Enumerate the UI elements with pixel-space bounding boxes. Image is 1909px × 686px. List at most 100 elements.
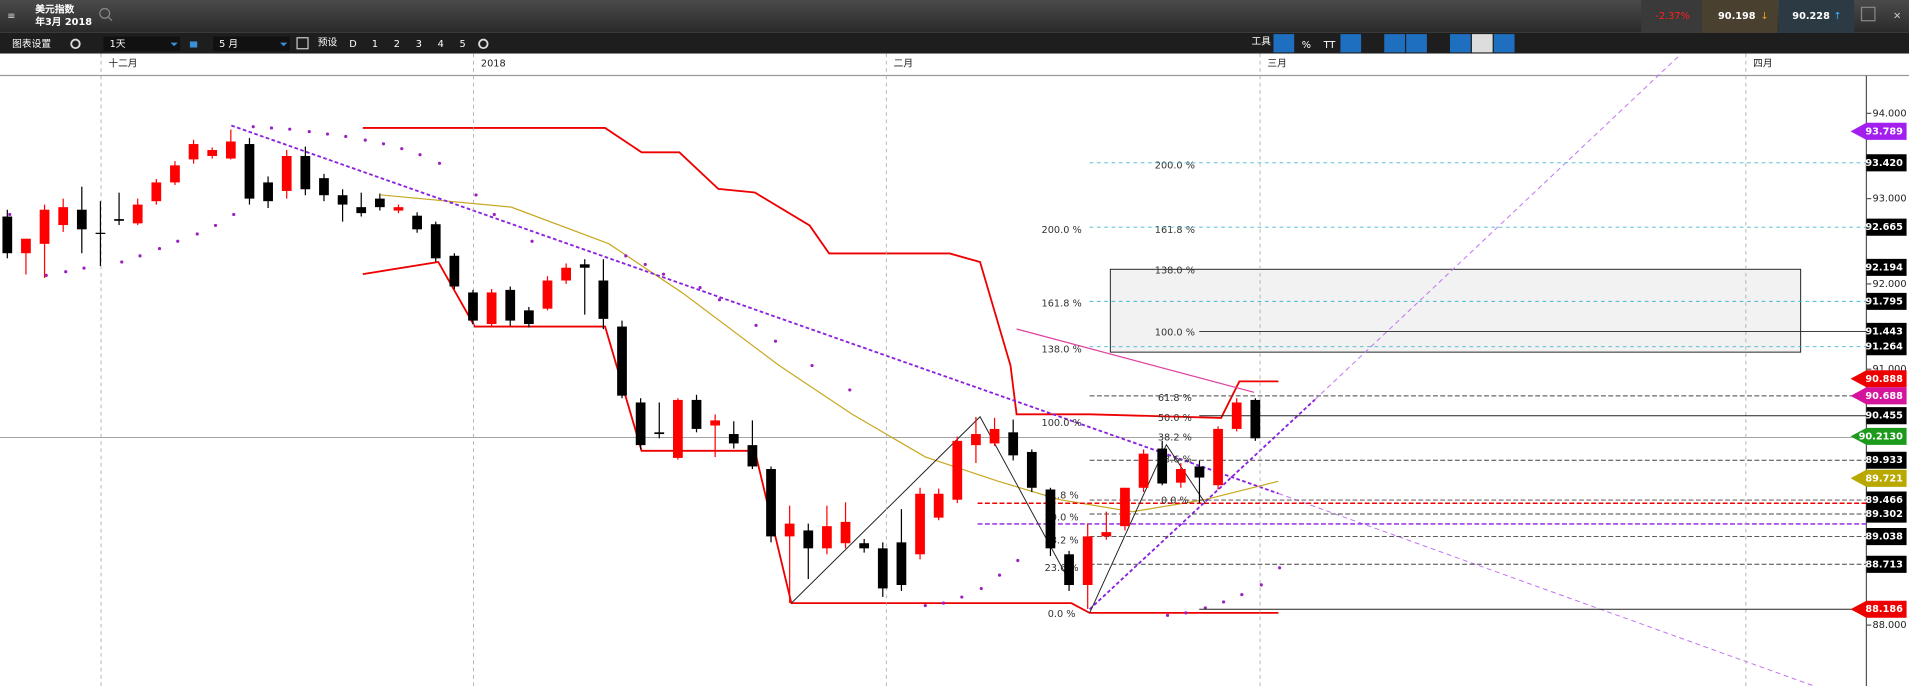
time-label: 十二月 (108, 56, 137, 69)
price-tag-label: 89.466 (1865, 495, 1903, 506)
close-button[interactable]: ✕ (1893, 11, 1901, 22)
y-tick-label: 94.000 (1873, 108, 1907, 119)
y-tick-label: 91.000 (1873, 364, 1907, 375)
chart-settings[interactable]: 图表设置 (12, 37, 51, 50)
price-tag-label: 92.665 (1865, 222, 1903, 233)
price-tag (1866, 258, 1907, 276)
price-tag (1850, 600, 1907, 618)
candle-body (728, 434, 739, 444)
tool-button[interactable] (1384, 34, 1405, 53)
tool-button[interactable] (1340, 34, 1362, 53)
fib-label: 61.8 % (1158, 393, 1192, 404)
instrument-name[interactable]: 美元指数 (35, 3, 74, 16)
calendar-icon[interactable] (296, 37, 309, 50)
candle-body (859, 543, 870, 549)
candle-body (710, 420, 721, 426)
candle-body (691, 399, 702, 429)
candle-body (542, 280, 553, 309)
tool-button[interactable] (1406, 34, 1427, 53)
interval-dropdown[interactable] (103, 36, 181, 52)
candle-body (524, 310, 534, 325)
change: -2.37% (1655, 11, 1689, 22)
period-button[interactable]: 5 (460, 39, 466, 50)
candle-body (486, 292, 497, 325)
candle-body (1213, 428, 1223, 486)
range-dropdown[interactable] (213, 36, 290, 52)
tool-button[interactable] (1273, 34, 1295, 53)
candle-body (188, 144, 199, 160)
candle-body (1026, 451, 1037, 488)
preset[interactable]: 预设 (318, 37, 338, 49)
candle-body (840, 521, 851, 544)
price-tag-label: 90.888 (1865, 374, 1903, 385)
ask-box[interactable] (1778, 0, 1855, 33)
price-tag (1866, 154, 1907, 172)
tool-button[interactable] (1450, 34, 1471, 53)
candle-body (393, 207, 404, 211)
candle-body (1175, 469, 1186, 483)
candle-body (877, 548, 888, 589)
moving-average (381, 194, 1279, 513)
candle-body (281, 155, 292, 191)
price-tag-label: 90.455 (1865, 411, 1903, 422)
settings-icon[interactable] (70, 38, 81, 50)
candle-body (21, 238, 31, 254)
price-tag-label: 93.420 (1865, 158, 1903, 169)
tool-button[interactable]: % (1302, 40, 1311, 51)
y-tick-label: 88.000 (1873, 620, 1907, 631)
fib-label: 161.8 % (1155, 225, 1195, 236)
fib-label: 0.0 % (1048, 609, 1076, 620)
candle-body (1064, 554, 1074, 586)
fib-label: 100.0 % (1042, 418, 1082, 429)
restore-button[interactable] (1860, 6, 1876, 22)
price-tag (1850, 469, 1907, 487)
range[interactable]: 5 月 (219, 38, 238, 50)
candle-body (1138, 453, 1149, 488)
candle-body (822, 526, 832, 549)
candle-body (635, 402, 646, 446)
price-tag-label: 88.713 (1865, 559, 1903, 570)
price-tag-label: 90.2130 (1859, 431, 1904, 442)
period-button[interactable]: 3 (416, 39, 422, 50)
price-tag (1866, 338, 1907, 356)
channel-lower (362, 260, 1279, 614)
candle-body (896, 542, 907, 586)
candle-body (1250, 399, 1261, 439)
candle-body (1008, 432, 1019, 456)
period-button[interactable]: 4 (438, 39, 444, 50)
dropdown-arrow (170, 42, 178, 47)
fib-label: 38.2 % (1158, 432, 1192, 443)
candle-body (1082, 536, 1093, 586)
lock-icon[interactable] (189, 41, 198, 48)
channel-upper (362, 127, 1279, 419)
fib-label: 0.0 % (1161, 496, 1189, 507)
tool-button[interactable] (1493, 34, 1515, 53)
tool-button[interactable] (1471, 34, 1493, 53)
candle-body (225, 141, 236, 159)
rectangle-drawing (1109, 268, 1802, 353)
candle-body (1120, 487, 1130, 527)
fib-label: 138.0 % (1155, 265, 1195, 276)
ask[interactable]: 90.228 (1792, 11, 1830, 22)
fib-label: 138.0 % (1042, 345, 1082, 356)
period-button[interactable]: 2 (394, 39, 400, 50)
time-label: 四月 (1753, 57, 1772, 69)
candle-body (1231, 402, 1242, 429)
interval[interactable]: 1天 (110, 39, 126, 50)
period-button[interactable]: D (349, 39, 356, 50)
bid-arrow: ↓ (1760, 11, 1768, 22)
candle-body (803, 530, 814, 549)
period-button[interactable]: 1 (372, 39, 378, 50)
price-tag-label: 90.688 (1865, 391, 1903, 402)
candle-body (207, 150, 218, 156)
search-icon[interactable] (99, 7, 111, 19)
bid-box[interactable] (1702, 0, 1778, 33)
candle-body (300, 155, 311, 190)
menu-button[interactable]: ≡ (7, 11, 15, 22)
candle-body (39, 209, 50, 244)
settings-icon[interactable] (478, 38, 489, 50)
tool-button[interactable]: TT (1323, 40, 1336, 51)
price-tag (1866, 555, 1907, 573)
bid[interactable]: 90.198 (1718, 11, 1756, 22)
